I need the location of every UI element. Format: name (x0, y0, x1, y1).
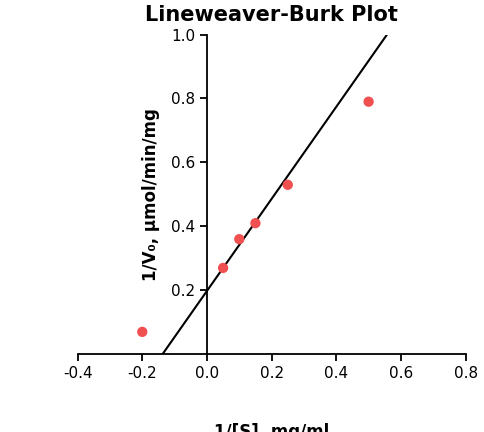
Point (283, 181, 291, 188)
Point (251, 220, 259, 227)
Y-axis label: 1/V₀, μmol/min/mg: 1/V₀, μmol/min/mg (141, 108, 159, 281)
Point (235, 236, 242, 243)
Title: Lineweaver-Burk Plot: Lineweaver-Burk Plot (145, 5, 397, 25)
Point (219, 264, 227, 271)
Point (364, 98, 372, 105)
Point (138, 328, 146, 335)
X-axis label: 1/[S], mg/ml: 1/[S], mg/ml (213, 423, 329, 432)
